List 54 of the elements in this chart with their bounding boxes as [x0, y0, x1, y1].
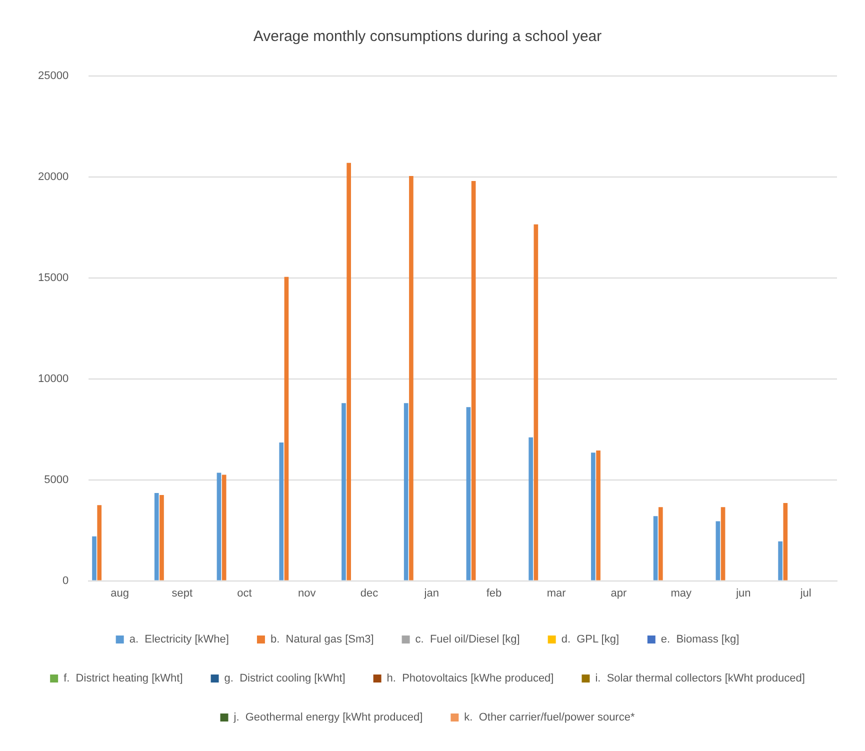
bar — [154, 492, 159, 580]
x-tick-label: mar — [546, 587, 566, 600]
bar — [466, 407, 471, 580]
y-tick-label: 15000 — [38, 272, 69, 284]
legend-label: i. Solar thermal collectors [kWht produced] — [595, 672, 805, 685]
legend-label: d. GPL [kg] — [561, 634, 620, 646]
bar — [284, 276, 289, 580]
bar — [596, 450, 600, 580]
legend-label: b. Natural gas [Sm3] — [270, 634, 374, 646]
bar — [716, 521, 720, 580]
legend-label: h. Photovoltaics [kWhe produced] — [386, 672, 554, 685]
x-tick-label: feb — [486, 587, 502, 600]
legend-label: g. District cooling [kWht] — [224, 672, 346, 685]
bar — [591, 452, 596, 580]
bar — [783, 503, 788, 580]
bar — [720, 507, 726, 580]
bar — [658, 507, 663, 580]
x-tick-label: apr — [610, 587, 627, 600]
x-tick-label: nov — [298, 587, 316, 600]
bar — [92, 536, 96, 580]
y-tick-label: 25000 — [38, 70, 69, 82]
bar — [216, 472, 222, 580]
y-tick-label: 5000 — [44, 474, 69, 486]
legend-label: a. Electricity [kWhe] — [129, 634, 229, 646]
x-tick-label: jan — [423, 587, 439, 600]
bar — [342, 403, 346, 580]
bar — [471, 181, 476, 580]
legend-label: c. Fuel oil/Diesel [kg] — [415, 634, 520, 646]
x-tick-label: sept — [172, 587, 193, 600]
x-tick-label: oct — [237, 587, 252, 600]
legend-label: j. Geothermal energy [kWht produced] — [232, 712, 423, 724]
x-tick-label: dec — [360, 587, 379, 600]
bar — [279, 442, 284, 580]
bar — [222, 474, 226, 580]
legend-label: k. Other carrier/fuel/power source* — [464, 712, 636, 724]
y-tick-label: 20000 — [38, 170, 69, 183]
bar — [346, 162, 351, 580]
x-tick-label: aug — [110, 587, 129, 600]
bar — [160, 494, 164, 580]
legend-label: f. District heating [kWht] — [64, 672, 183, 685]
bar — [778, 541, 782, 580]
legend-label: e. Biomass [kg] — [660, 634, 740, 646]
y-tick-label: 0 — [62, 574, 69, 587]
chart-title: Average monthly consumptions during a school year — [253, 28, 602, 46]
bar — [528, 437, 533, 580]
x-tick-label: jul — [799, 587, 812, 600]
bar — [653, 516, 658, 580]
bar — [534, 224, 538, 580]
x-tick-label: jun — [735, 587, 751, 600]
bar — [404, 403, 408, 580]
y-tick-label: 10000 — [38, 372, 69, 385]
x-tick-label: may — [670, 587, 692, 600]
bar — [409, 176, 414, 580]
bar — [97, 505, 102, 580]
